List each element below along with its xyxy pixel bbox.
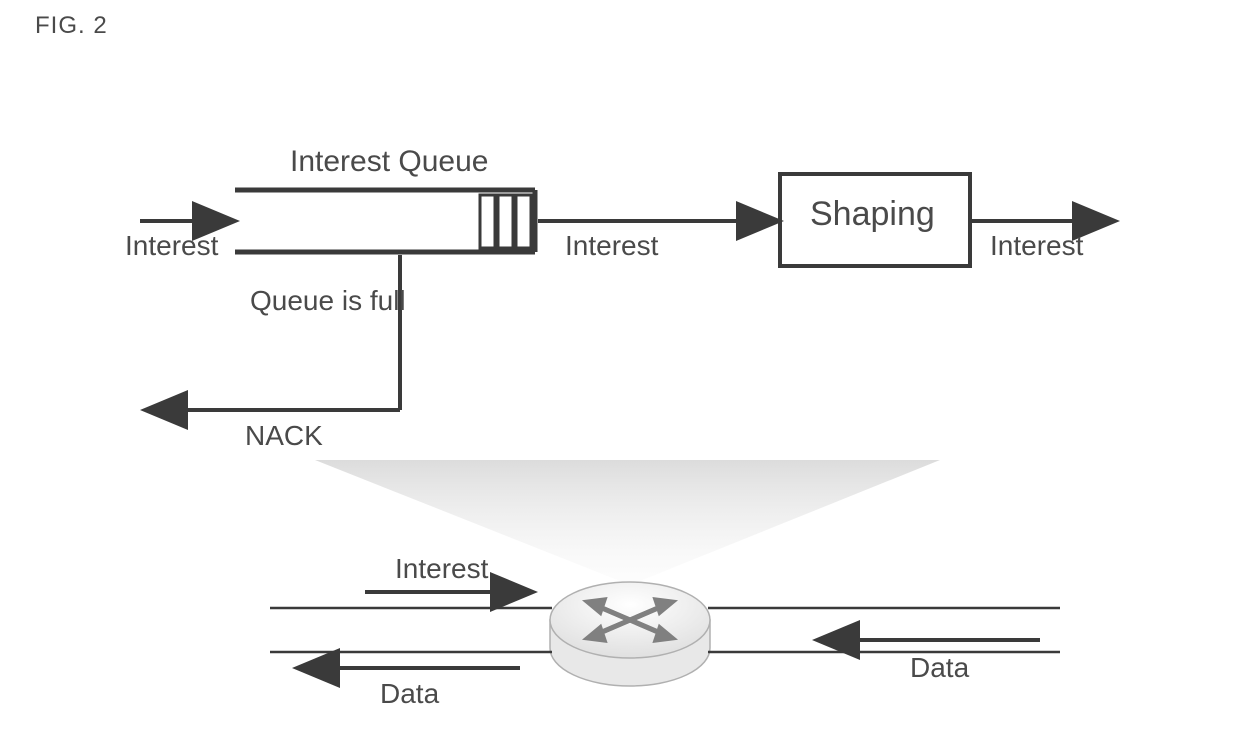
router-icon <box>550 582 710 686</box>
interest-lower-label: Interest <box>395 553 488 585</box>
diagram-container: Interest Queue Interest Interest Interes… <box>140 130 1120 690</box>
nack-label: NACK <box>245 420 323 452</box>
shaping-label: Shaping <box>810 195 935 234</box>
interest-left-label: Interest <box>125 230 218 262</box>
figure-label: FIG. 2 <box>35 12 108 40</box>
interest-mid-label: Interest <box>565 230 658 262</box>
interest-right-label: Interest <box>990 230 1083 262</box>
queue-segment-3 <box>516 195 531 248</box>
data-left-label: Data <box>380 678 439 710</box>
data-right-label: Data <box>910 652 969 684</box>
queue-segment-1 <box>480 195 495 248</box>
interest-queue-title: Interest Queue <box>290 145 488 179</box>
queue-full-label: Queue is full <box>250 285 406 317</box>
diagram-svg <box>140 130 1120 690</box>
queue-segment-2 <box>498 195 513 248</box>
